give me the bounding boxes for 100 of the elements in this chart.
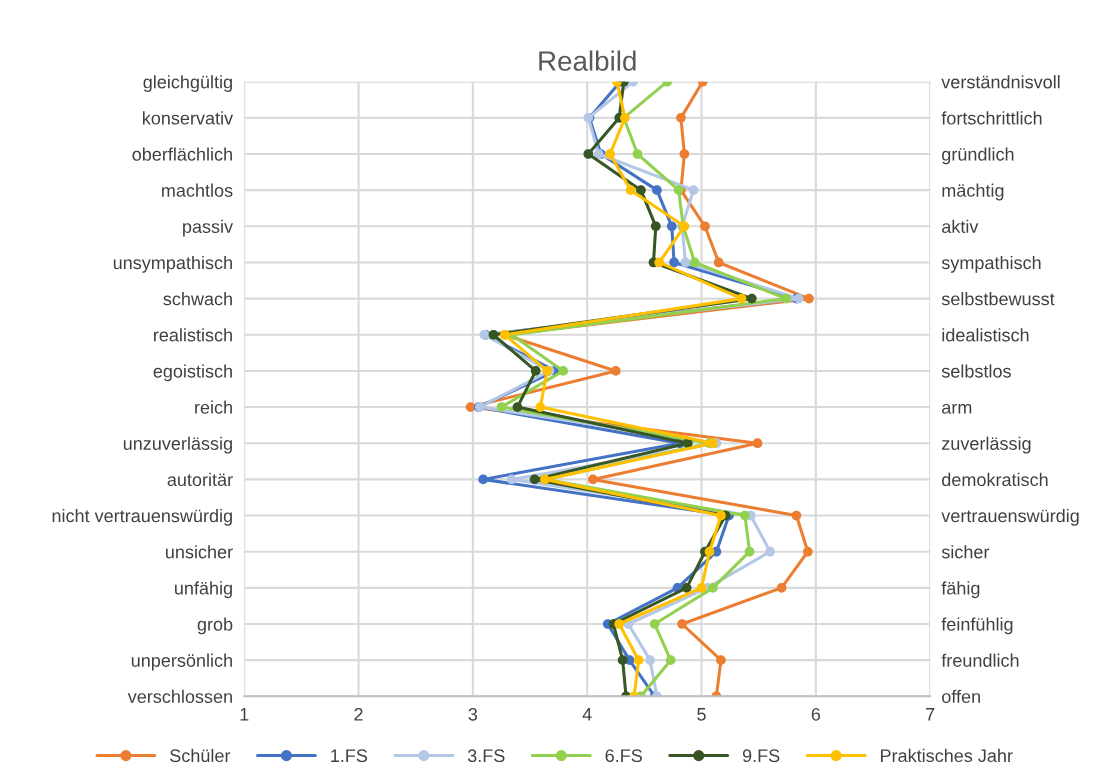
point — [746, 293, 757, 304]
x-tick-label: 4 — [582, 708, 592, 721]
x-tick-label: 1 — [240, 708, 249, 721]
y-tick-label: passiv — [183, 219, 234, 237]
y2-tick-label: arm — [942, 403, 972, 414]
y2-tick-label: verständnisvoll — [941, 75, 1060, 89]
point — [677, 619, 687, 629]
point — [614, 619, 625, 629]
y-tick-label: schwach — [163, 292, 232, 306]
legend-label: 9.FS — [742, 749, 780, 763]
point — [704, 546, 715, 557]
point — [681, 582, 692, 593]
point — [583, 149, 594, 159]
y2-tick-label: mächtig — [942, 183, 1004, 201]
point — [558, 366, 569, 376]
point — [740, 510, 750, 521]
legend-label: 1.FS — [331, 749, 368, 763]
x-tick-label: 2 — [354, 707, 363, 721]
point — [645, 655, 655, 666]
point — [716, 655, 726, 666]
point — [665, 655, 676, 666]
y2-tick-label: offen — [942, 689, 980, 704]
point — [506, 474, 517, 485]
point — [804, 293, 814, 304]
point — [666, 221, 677, 232]
point — [488, 329, 499, 340]
y2-tick-label: aktiv — [942, 219, 979, 234]
point — [654, 257, 665, 268]
point — [680, 257, 691, 268]
point — [802, 546, 813, 557]
y2-tick-label: idealistisch — [942, 328, 1029, 342]
point — [689, 257, 700, 268]
point — [776, 582, 787, 593]
y-tick-label: egoistisch — [153, 364, 232, 382]
point — [610, 366, 621, 376]
y-tick-label: unfähig — [175, 581, 232, 599]
y2-tick-label: zuverlässig — [942, 436, 1031, 454]
point — [781, 293, 791, 304]
y2-tick-label: demokratisch — [942, 472, 1048, 487]
point — [679, 149, 690, 159]
legend-label: Praktisches Jahr — [880, 748, 1013, 763]
legend-label: Schüler — [170, 748, 231, 763]
x-tick-label: 5 — [697, 708, 706, 721]
y2-tick-label: fähig — [941, 581, 980, 599]
point — [791, 510, 802, 521]
x-tick-label: 3 — [468, 707, 478, 721]
point — [478, 474, 489, 485]
point — [688, 185, 699, 196]
y-tick-label: unsympathisch — [113, 255, 232, 273]
legend-label: 3.FS — [467, 749, 505, 763]
y-tick-label: gleichgültig — [143, 75, 232, 92]
point — [669, 257, 679, 268]
point — [632, 149, 643, 159]
point — [744, 546, 755, 557]
point — [676, 112, 686, 123]
point — [752, 438, 763, 449]
y-tick-label: nicht vertrauenswürdig — [52, 509, 232, 526]
y2-tick-label: feinfühlig — [941, 617, 1013, 635]
point — [765, 546, 775, 557]
point — [535, 402, 546, 412]
point — [636, 185, 646, 196]
point — [700, 221, 710, 232]
y2-tick-label: gründlich — [942, 147, 1014, 165]
y-tick-label: verschlossen — [127, 689, 232, 704]
chart-title: Realbild — [539, 50, 636, 71]
point — [736, 293, 747, 304]
y-tick-label: realistisch — [154, 328, 232, 342]
y2-tick-label: vertrauenswürdig — [941, 509, 1079, 526]
point — [652, 185, 662, 196]
point — [625, 185, 636, 196]
point — [696, 582, 707, 593]
y-tick-label: unzuverlässig — [123, 436, 232, 454]
point — [605, 149, 615, 159]
y2-tick-label: freundlich — [941, 653, 1019, 667]
point — [512, 402, 523, 412]
y-tick-label: konservativ — [142, 111, 234, 125]
point — [649, 619, 660, 629]
y-tick-label: reich — [195, 400, 232, 414]
point — [633, 655, 644, 666]
point — [708, 438, 718, 449]
point — [530, 366, 541, 376]
y2-tick-label: selbstlos — [941, 364, 1011, 378]
x-tick-label: 6 — [811, 707, 821, 721]
point — [650, 221, 661, 232]
point — [708, 582, 718, 593]
y2-tick-label: sympathisch — [941, 255, 1041, 273]
x-tick-label: 7 — [926, 708, 935, 721]
y-tick-label: unsicher — [166, 545, 233, 559]
y2-tick-label: sicher — [941, 545, 990, 559]
point — [465, 402, 476, 412]
y-tick-label: grob — [197, 617, 233, 635]
point — [529, 474, 540, 485]
point — [496, 402, 507, 412]
point — [716, 510, 726, 521]
legend-label: 6.FS — [605, 749, 642, 763]
point — [713, 257, 724, 268]
point — [617, 655, 628, 666]
point — [588, 474, 598, 485]
y2-tick-label: fortschrittlich — [941, 111, 1042, 125]
y-tick-label: machtlos — [162, 183, 233, 197]
